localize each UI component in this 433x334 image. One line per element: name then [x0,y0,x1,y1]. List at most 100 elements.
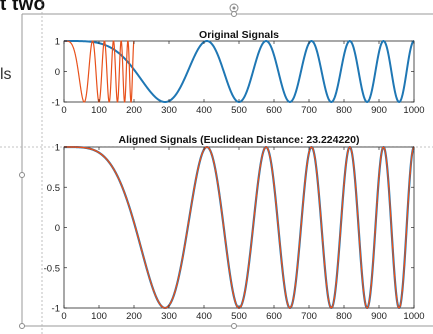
series-orange-marker [173,291,176,294]
series-orange-marker [290,305,293,307]
series-orange-marker [294,284,297,287]
series-orange-marker [86,147,89,150]
series-orange-marker [358,240,361,243]
series-orange-marker [265,146,268,148]
x-tick-label: 900 [371,311,387,322]
series-orange-marker [142,256,145,259]
series-orange-marker [123,191,126,194]
series-orange-marker [101,154,104,157]
series-orange-marker [300,223,303,226]
resize-handle-top[interactable] [231,11,237,17]
y-tick-label: -1 [52,304,60,315]
series-orange-marker [313,156,316,159]
y-tick-label: 0.5 [47,183,60,194]
series-orange-marker [251,230,254,233]
series-orange-marker [374,231,377,234]
series-orange-marker [321,239,324,242]
series-orange-marker [263,148,266,150]
series-orange-marker [360,267,363,270]
series-orange-marker [364,303,367,305]
series-orange-marker [218,194,221,197]
series-orange-marker [171,296,174,299]
series-orange-marker [376,201,378,204]
series-orange-marker [117,177,120,180]
y-tick-label: 1 [55,143,60,154]
x-tick-label: 400 [196,105,212,116]
x-tick-label: 500 [231,105,247,116]
series-orange-marker [391,246,394,248]
series-orange-marker [284,293,287,296]
series-orange-marker [156,298,159,301]
series-orange-marker [230,281,233,284]
x-tick-label: 500 [231,311,247,322]
series-orange-marker [220,209,223,211]
series-orange-marker [129,208,132,211]
series-orange-marker [405,233,408,236]
series-orange-marker [162,306,165,309]
x-tick-label: 100 [91,311,107,322]
resize-handle-bottom[interactable] [231,323,237,329]
x-tick-label: 900 [371,105,387,116]
series-orange-marker [393,274,396,277]
series-orange-marker [98,151,100,154]
series-orange-marker [407,200,410,203]
series-orange-marker [378,175,380,178]
series-orange-marker [397,306,400,309]
x-tick-label: 300 [161,311,177,322]
series-orange-marker [94,149,97,152]
series-orange-marker [150,283,153,286]
series-orange-marker [206,146,209,149]
series-orange-marker [370,284,373,287]
series-orange-marker [292,297,295,300]
series-orange-marker [236,305,238,308]
series-orange-marker [96,150,98,153]
series-orange-marker [276,221,279,224]
x-tick-label: 200 [126,105,142,116]
series-orange-marker [329,306,332,308]
series-orange-marker [222,224,225,226]
series-orange-marker [160,304,163,307]
series-orange-marker [350,151,353,153]
series-orange-marker [177,276,180,278]
series-orange-marker [306,163,308,166]
series-orange-marker [185,234,188,236]
series-orange-marker [317,191,320,194]
series-orange-marker [193,187,196,190]
series-orange-marker [253,212,256,215]
series-orange-marker [280,262,283,265]
series-orange-marker [103,156,106,159]
series-orange-marker [66,146,69,148]
series-orange-marker [381,146,384,149]
series-orange-marker [214,170,217,173]
series-orange-marker [271,167,273,170]
resize-handle-left[interactable] [19,172,25,178]
series-orange-marker [352,164,355,167]
series-orange-marker [131,214,133,217]
resize-handle-bottom-left[interactable] [19,323,25,329]
series-orange-marker [409,172,412,175]
series-orange-marker [267,148,270,151]
series-orange-marker [319,214,322,217]
series-orange-marker [158,302,161,305]
plot-title: Original Signals [199,29,279,41]
series-orange-marker [298,245,301,248]
series-orange-marker [362,289,365,292]
x-tick-label: 700 [301,311,317,322]
series-orange-marker [269,156,272,159]
x-tick-label: 100 [91,105,107,116]
series-orange-marker [348,146,351,148]
series-orange-marker [82,146,85,149]
x-tick-label: 800 [336,311,352,322]
series-orange-marker [346,150,349,153]
series-orange-marker [148,277,151,280]
series-orange-marker [84,146,87,149]
plot-2: Aligned Signals (Euclidean Distance: 23.… [44,134,425,322]
x-tick-label: 200 [126,311,142,322]
series-orange-marker [387,185,390,188]
series-orange-marker [335,281,338,284]
plot-title: Aligned Signals (Euclidean Distance: 23.… [118,134,359,146]
series-orange-marker [146,270,149,273]
y-tick-label: -0.5 [44,263,60,274]
